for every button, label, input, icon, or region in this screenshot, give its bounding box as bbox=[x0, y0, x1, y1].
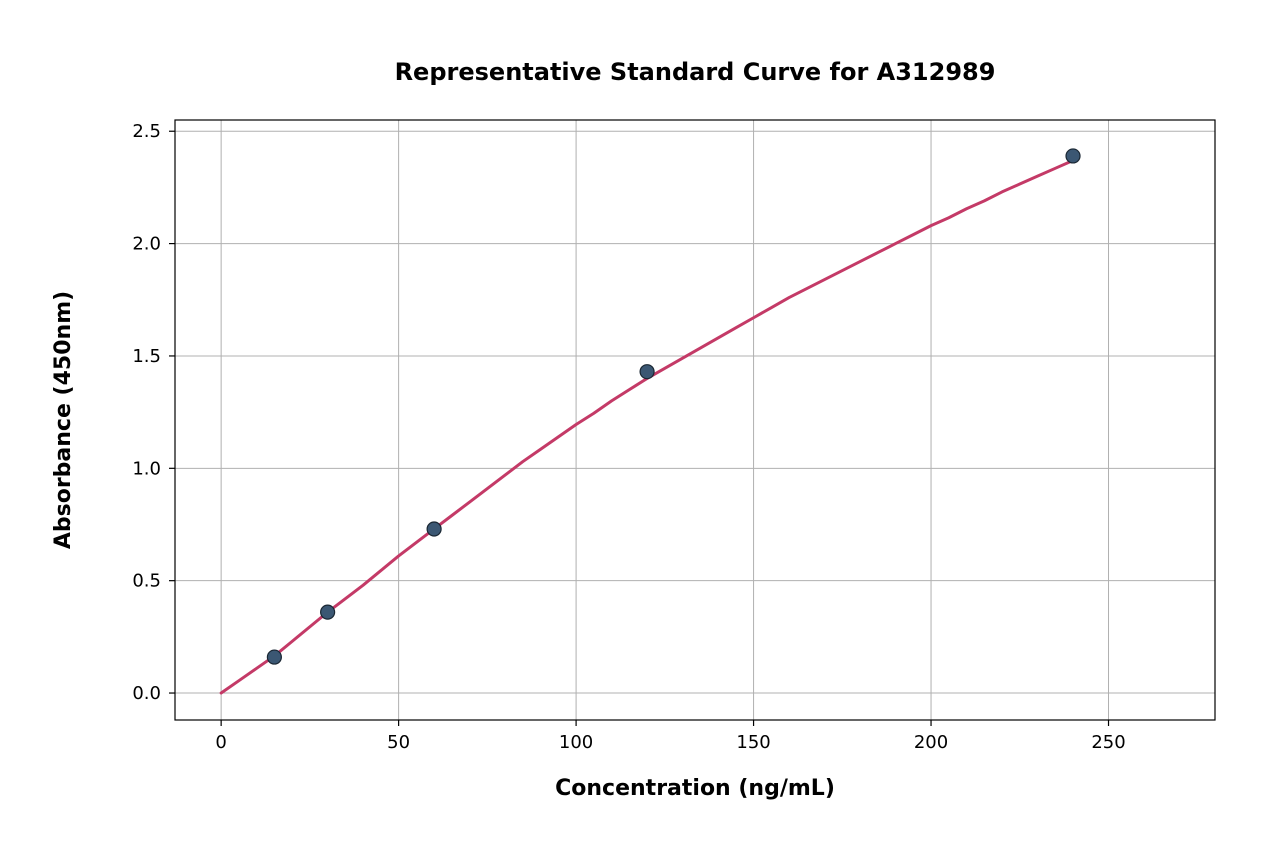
x-tick-label: 50 bbox=[387, 732, 410, 753]
y-tick-label: 0.5 bbox=[132, 571, 161, 592]
chart-background bbox=[0, 0, 1280, 845]
y-axis-label: Absorbance (450nm) bbox=[51, 291, 76, 549]
y-tick-label: 2.5 bbox=[132, 121, 161, 142]
y-tick-label: 1.5 bbox=[132, 346, 161, 367]
data-point-marker bbox=[1066, 149, 1080, 163]
x-tick-label: 250 bbox=[1091, 732, 1125, 753]
x-tick-label: 200 bbox=[914, 732, 948, 753]
chart-container: 0 50 100 150 200 250 0.0 0.5 1.0 1.5 2.0 2.5 Represe… bbox=[0, 0, 1280, 845]
y-tick-label: 0.0 bbox=[132, 683, 161, 704]
x-tick-label: 150 bbox=[736, 732, 770, 753]
data-point-marker bbox=[427, 522, 441, 536]
y-tick-label: 1.0 bbox=[132, 458, 161, 479]
y-tick-label: 2.0 bbox=[132, 234, 161, 255]
x-tick-label: 100 bbox=[559, 732, 593, 753]
standard-curve-chart: 0 50 100 150 200 250 0.0 0.5 1.0 1.5 2.0 2.5 Represe… bbox=[0, 0, 1280, 845]
chart-title: Representative Standard Curve for A31298… bbox=[395, 58, 996, 86]
x-axis-label: Concentration (ng/mL) bbox=[555, 776, 835, 801]
x-tick-label: 0 bbox=[215, 732, 226, 753]
data-point-marker bbox=[640, 365, 654, 379]
data-point-marker bbox=[321, 605, 335, 619]
data-point-marker bbox=[267, 650, 281, 664]
